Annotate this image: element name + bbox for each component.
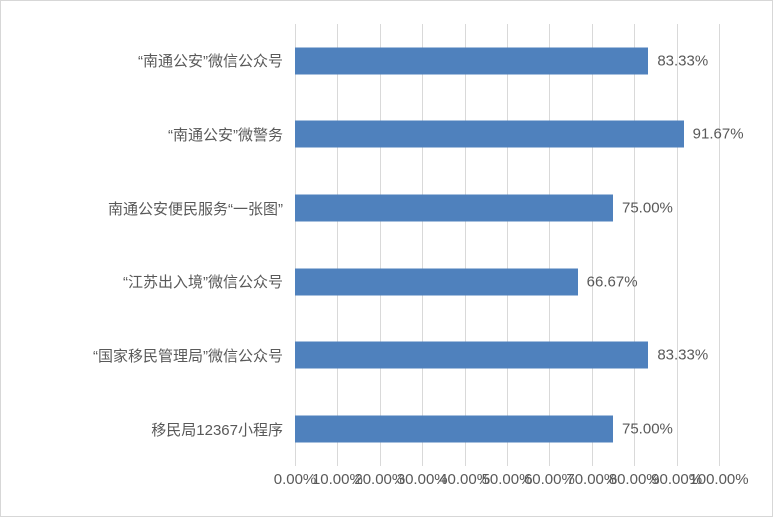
bar: [295, 47, 649, 75]
value-label: 83.33%: [657, 52, 709, 70]
gridline: [591, 24, 593, 466]
bar-row: 75.00%: [295, 171, 719, 245]
x-tick-label: 60.00%: [523, 471, 575, 488]
x-tick-label: 30.00%: [396, 471, 448, 488]
value-label: 66.67%: [586, 273, 638, 291]
category-label: 南通公安便民服务“一张图”: [108, 200, 283, 218]
bar-row: 75.00%: [295, 392, 719, 466]
bar-row: 83.33%: [295, 24, 719, 98]
gridline: [422, 24, 424, 466]
bar-row: 66.67%: [295, 245, 719, 319]
x-tick-label: 100.00%: [689, 471, 749, 488]
category-label: “南通公安”微信公众号: [138, 53, 283, 71]
gridline: [549, 24, 551, 466]
gridline: [507, 24, 508, 466]
value-label: 75.00%: [622, 199, 673, 217]
bar: [295, 194, 613, 222]
gridline: [676, 24, 678, 466]
category-label: 移民局12367小程序: [151, 421, 283, 439]
x-tick-label: 0.00%: [273, 471, 317, 488]
gridline: [719, 24, 720, 466]
x-tick-label: 50.00%: [481, 471, 533, 488]
x-tick-label: 40.00%: [439, 471, 491, 488]
value-label: 83.33%: [657, 346, 709, 364]
bar-row: 91.67%: [295, 98, 744, 172]
x-tick-label: 80.00%: [608, 471, 660, 488]
bar: [295, 120, 684, 148]
x-tick-label: 20.00%: [354, 471, 406, 488]
value-label: 91.67%: [692, 125, 744, 143]
x-tick-label: 70.00%: [566, 471, 618, 488]
bar-row: 83.33%: [295, 319, 719, 393]
category-axis: “南通公安”微信公众号 “南通公安”微警务南通公安便民服务“一张图” “江苏出入境”…: [1, 24, 289, 466]
x-tick-label: 90.00%: [651, 471, 703, 488]
gridline: [464, 24, 466, 466]
value-label: 75.00%: [622, 420, 673, 438]
bar: [295, 341, 649, 369]
gridline: [295, 24, 296, 466]
category-label: “江苏出入境”微信公众号: [123, 274, 283, 292]
x-tick-label: 10.00%: [311, 471, 363, 488]
gridline: [379, 24, 381, 466]
value-axis: 0.00% 10.00% 20.00% 30.00% 40.00% 50.00% 60.00…: [1, 471, 773, 493]
plot-area: 83.33% 91.67% 75.00% 66.67% 83.33% 75.00%: [295, 24, 744, 466]
bar: [295, 415, 613, 443]
category-label: “南通公安”微警务: [168, 126, 283, 144]
bar: [295, 268, 578, 296]
category-label: “国家移民管理局”微信公众号: [93, 347, 283, 365]
gridline: [634, 24, 636, 466]
gridline: [337, 24, 339, 466]
